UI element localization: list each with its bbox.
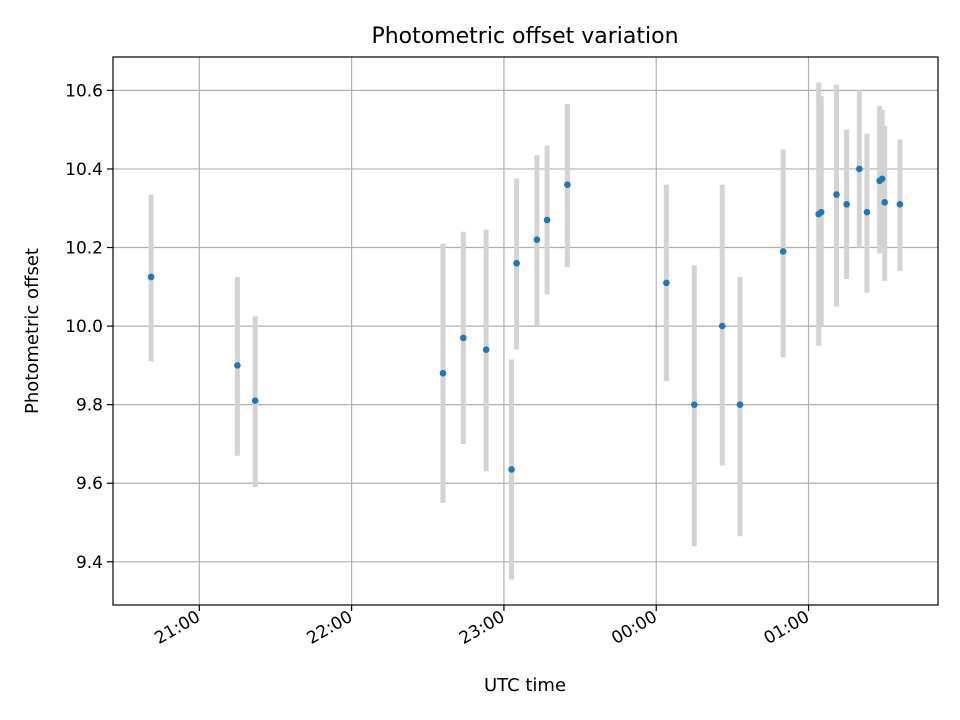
data-point bbox=[843, 201, 850, 208]
y-tick-label: 10.4 bbox=[65, 160, 103, 180]
data-point bbox=[234, 362, 241, 369]
data-point bbox=[251, 397, 259, 405]
plot-frame bbox=[112, 56, 939, 606]
y-tick-label: 9.6 bbox=[76, 474, 103, 494]
data-point bbox=[533, 236, 541, 243]
y-axis-ticks: 9.4 9.6 9.8 10.0 10.2 10.4 10.6 bbox=[65, 81, 113, 573]
data-point bbox=[881, 199, 888, 206]
data-point bbox=[482, 346, 490, 353]
data-point bbox=[564, 181, 571, 188]
chart-title: Photometric offset variation bbox=[371, 24, 678, 49]
data-points bbox=[147, 165, 904, 473]
y-tick-label: 9.8 bbox=[76, 396, 103, 416]
y-tick-label: 10.0 bbox=[65, 317, 103, 337]
x-axis-title: UTC time bbox=[484, 675, 566, 696]
data-point bbox=[439, 369, 447, 377]
data-point bbox=[896, 201, 904, 208]
data-point bbox=[691, 401, 698, 408]
data-point bbox=[856, 165, 863, 173]
y-tick-label: 9.4 bbox=[76, 553, 103, 573]
y-axis-title: Photometric offset bbox=[22, 248, 43, 414]
data-point bbox=[718, 322, 726, 330]
grid bbox=[113, 57, 938, 605]
data-point bbox=[543, 216, 551, 224]
y-tick-label: 10.2 bbox=[65, 239, 103, 259]
data-point bbox=[833, 191, 840, 198]
data-point bbox=[878, 175, 886, 183]
data-point bbox=[513, 259, 520, 267]
data-point bbox=[817, 208, 825, 216]
data-point bbox=[508, 466, 515, 473]
data-point bbox=[147, 273, 155, 281]
data-point bbox=[663, 279, 670, 287]
data-point bbox=[736, 401, 744, 408]
data-point bbox=[460, 334, 467, 342]
data-point bbox=[779, 248, 787, 255]
y-tick-label: 10.6 bbox=[65, 81, 103, 101]
data-point bbox=[863, 208, 871, 216]
